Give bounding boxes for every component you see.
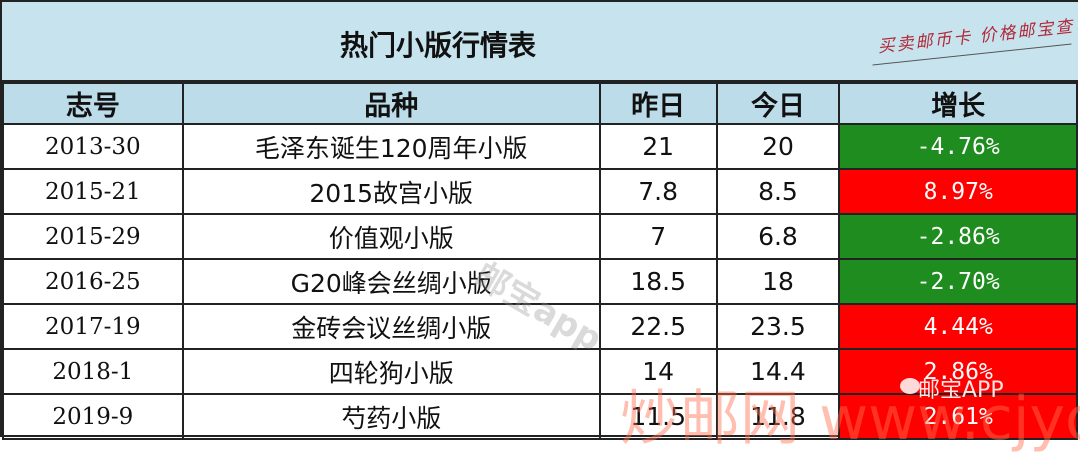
table-row: 2015-29 价值观小版 7 6.8 -2.86%	[2, 213, 1078, 260]
table-row: 2016-25 G20峰会丝绸小版 18.5 18 -2.70%	[2, 258, 1078, 305]
column-header: 今日	[715, 82, 841, 125]
slogan: 买卖邮币卡 价格邮宝查	[876, 16, 1076, 58]
cell-code: 2019-9	[2, 393, 184, 440]
column-header: 昨日	[598, 82, 718, 125]
wechat-icon	[900, 378, 920, 394]
cell-change: -2.86%	[838, 213, 1078, 260]
table-row: 2015-21 2015故宫小版 7.8 8.5 8.97%	[2, 168, 1078, 215]
cell-yesterday: 21	[598, 123, 718, 170]
cell-code: 2016-25	[2, 258, 184, 305]
price-table-image: 热门小版行情表 买卖邮币卡 价格邮宝查 志号 品种 昨日 今日 增长 2013-30 毛泽…	[0, 0, 1078, 440]
column-header: 品种	[181, 82, 601, 125]
cell-name: 2015故宫小版	[181, 168, 601, 215]
cell-yesterday: 14	[598, 348, 718, 395]
cell-name: 价值观小版	[181, 213, 601, 260]
cell-name: G20峰会丝绸小版	[181, 258, 601, 305]
cell-code: 2017-19	[2, 303, 184, 350]
cell-code: 2018-1	[2, 348, 184, 395]
cell-today: 23.5	[715, 303, 841, 350]
table-row: 2018-1 四轮狗小版 14 14.4 2.86%	[2, 348, 1078, 395]
cell-today: 20	[715, 123, 841, 170]
cell-today: 11.8	[715, 393, 841, 440]
cell-name: 毛泽东诞生120周年小版	[181, 123, 601, 170]
cell-change: 2.61%	[838, 393, 1078, 440]
cell-change: 8.97%	[838, 168, 1078, 215]
cell-yesterday: 7.8	[598, 168, 718, 215]
cell-today: 8.5	[715, 168, 841, 215]
cell-change: -2.70%	[838, 258, 1078, 305]
cell-today: 18	[715, 258, 841, 305]
column-header: 增长	[838, 82, 1078, 125]
cell-yesterday: 18.5	[598, 258, 718, 305]
table-row: 2013-30 毛泽东诞生120周年小版 21 20 -4.76%	[2, 123, 1078, 170]
price-table: 志号 品种 昨日 今日 增长 2013-30 毛泽东诞生120周年小版 21 20 -4.76%…	[2, 82, 1078, 440]
cell-code: 2013-30	[2, 123, 184, 170]
title-bar: 热门小版行情表 买卖邮币卡 价格邮宝查	[2, 2, 1078, 83]
header-row: 志号 品种 昨日 今日 增长	[2, 82, 1078, 125]
cell-change: 2.86%	[838, 348, 1078, 395]
cell-code: 2015-21	[2, 168, 184, 215]
cell-yesterday: 7	[598, 213, 718, 260]
cell-today: 6.8	[715, 213, 841, 260]
cell-code: 2015-29	[2, 213, 184, 260]
cell-name: 四轮狗小版	[181, 348, 601, 395]
cell-today: 14.4	[715, 348, 841, 395]
cell-name: 芍药小版	[181, 393, 601, 440]
cell-name: 金砖会议丝绸小版	[181, 303, 601, 350]
table-title: 热门小版行情表	[340, 29, 537, 62]
cell-change: -4.76%	[838, 123, 1078, 170]
table-row: 2017-19 金砖会议丝绸小版 22.5 23.5 4.44%	[2, 303, 1078, 350]
table-row: 2019-9 芍药小版 11.5 11.8 2.61%	[2, 393, 1078, 440]
column-header: 志号	[2, 82, 184, 125]
cell-yesterday: 22.5	[598, 303, 718, 350]
cell-change: 4.44%	[838, 303, 1078, 350]
cell-yesterday: 11.5	[598, 393, 718, 440]
